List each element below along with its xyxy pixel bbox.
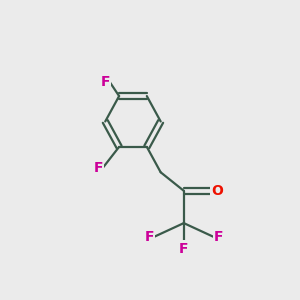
Text: F: F bbox=[100, 75, 110, 89]
Text: F: F bbox=[214, 230, 223, 244]
Text: F: F bbox=[144, 230, 154, 244]
Text: F: F bbox=[93, 161, 103, 175]
Text: F: F bbox=[179, 242, 188, 256]
Text: O: O bbox=[212, 184, 224, 198]
